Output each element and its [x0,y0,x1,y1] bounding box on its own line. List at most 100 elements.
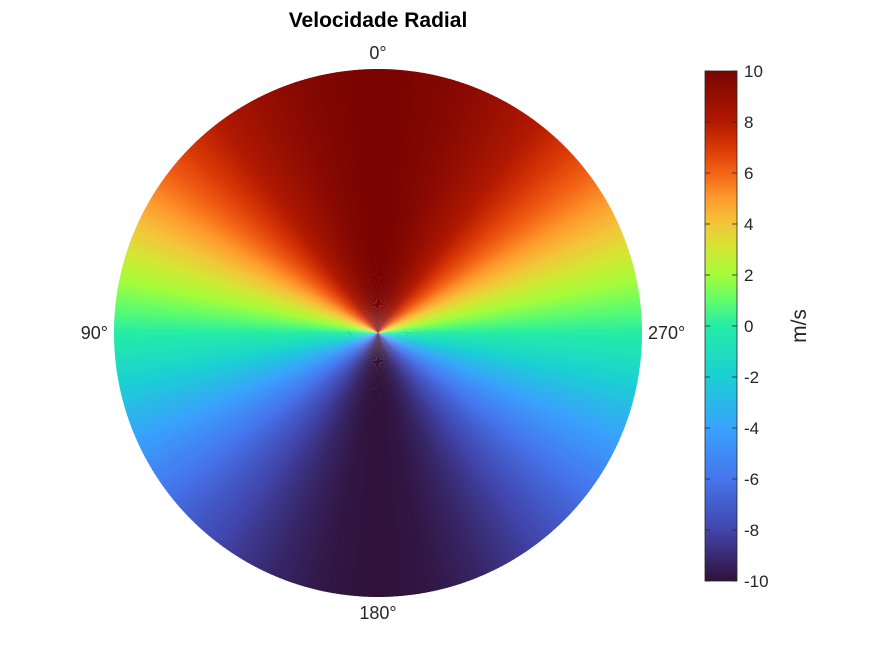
polar-wedge [191,333,378,524]
polar-wedge [119,273,378,333]
polar-wedge [378,188,602,333]
polar-wedge [300,333,378,588]
polar-wedge [378,333,578,510]
polar-wedge [378,148,572,333]
polar-wedge [215,333,378,545]
polar-wedge [378,81,464,333]
polar-wedge [238,333,378,560]
polar-wedge [114,323,379,333]
polar-wedge [155,185,378,333]
angle-label: 180° [359,603,396,623]
polar-wedge [378,333,616,453]
polar-wedge [305,333,378,589]
polar-wedge [378,333,635,402]
polar-wedge [194,333,378,527]
polar-wedge [378,333,566,523]
polar-wedge [378,165,587,333]
polar-wedge [378,333,511,564]
polar-wedge [164,333,378,493]
polar-wedge [378,74,438,333]
polar-wedge [378,333,618,449]
polar-wedge [364,333,378,597]
polar-wedge [378,333,598,485]
polar-wedge [378,133,555,333]
polar-wedge [378,333,630,419]
polar-wedge [378,73,433,333]
polar-wedge [378,83,469,333]
polar-wedge [378,333,640,375]
polar-wedge [378,333,627,428]
polar-wedge [378,333,624,437]
colorbar-tick-label: 0 [744,317,753,336]
polar-wedge [378,127,548,333]
polar-wedge [378,95,498,333]
polar-wedge [378,69,397,334]
polar-wedge [378,72,429,333]
polar-wedge [378,204,612,333]
polar-wedge [246,333,378,565]
polar-wedge [249,99,378,334]
polar-wedge [378,145,568,333]
polar-wedge [378,91,490,333]
colorbar-tick-label: 6 [744,164,753,183]
polar-wedge [378,76,447,333]
polar-wedge [161,333,378,490]
polar-wedge [378,116,534,333]
polar-wedge [230,333,378,556]
polar-wedge [378,176,595,333]
polar-wedge [207,127,378,333]
angle-label: 270° [648,323,685,343]
polar-wedge [274,333,378,579]
polar-wedge [225,114,378,333]
polar-wedge [287,333,378,583]
polar-wedge [378,333,559,530]
polar-wedge [178,333,378,511]
polar-wedge [218,119,378,333]
polar-wedge [378,333,605,473]
polar-wedge [292,333,378,585]
polar-wedge [378,333,563,527]
polar-wedge [378,139,562,333]
polar-wedge [378,69,392,334]
polar-wedge [187,146,378,333]
polar-wedge [257,95,378,333]
polar-wedge [378,70,411,333]
polar-wedge [378,192,605,333]
polar-wedge [378,173,592,333]
polar-wedge [378,333,542,544]
polar-wedge [378,69,406,333]
polar-wedge [175,159,378,333]
polar-wedge [123,255,378,333]
polar-wedge [197,333,378,530]
polar-wedge [378,333,499,571]
polar-wedge [151,333,378,474]
polar-wedge [378,333,538,547]
polar-wedge [378,333,641,370]
polar-wedge [154,333,378,478]
polar-wedge [253,97,378,334]
polar-wedge [378,333,581,507]
polar-wedge [181,333,378,514]
polar-wedge [373,333,380,597]
polar-wedge [167,333,378,497]
polar-wedge [184,333,378,518]
polar-wedge [118,278,378,333]
colorbar-tick-label: 10 [744,62,763,81]
polar-plot [114,69,642,597]
polar-wedge [144,333,378,462]
angle-label: 90° [81,323,108,343]
polar-wedge [197,136,378,333]
polar-wedge [169,333,378,501]
colorbar-tick-label: -10 [744,572,769,591]
polar-wedge [378,93,494,333]
colorbar-label: m/s [788,309,811,343]
polar-wedge [378,333,546,542]
polar-wedge [378,86,477,334]
angle-labels: 0° 90° 180° 270° [81,43,685,623]
polar-wedge [136,221,378,333]
polar-wedge [161,177,378,333]
colorbar-tick-label: -6 [744,470,759,489]
polar-wedge [350,333,378,597]
polar-wedge [378,333,608,469]
